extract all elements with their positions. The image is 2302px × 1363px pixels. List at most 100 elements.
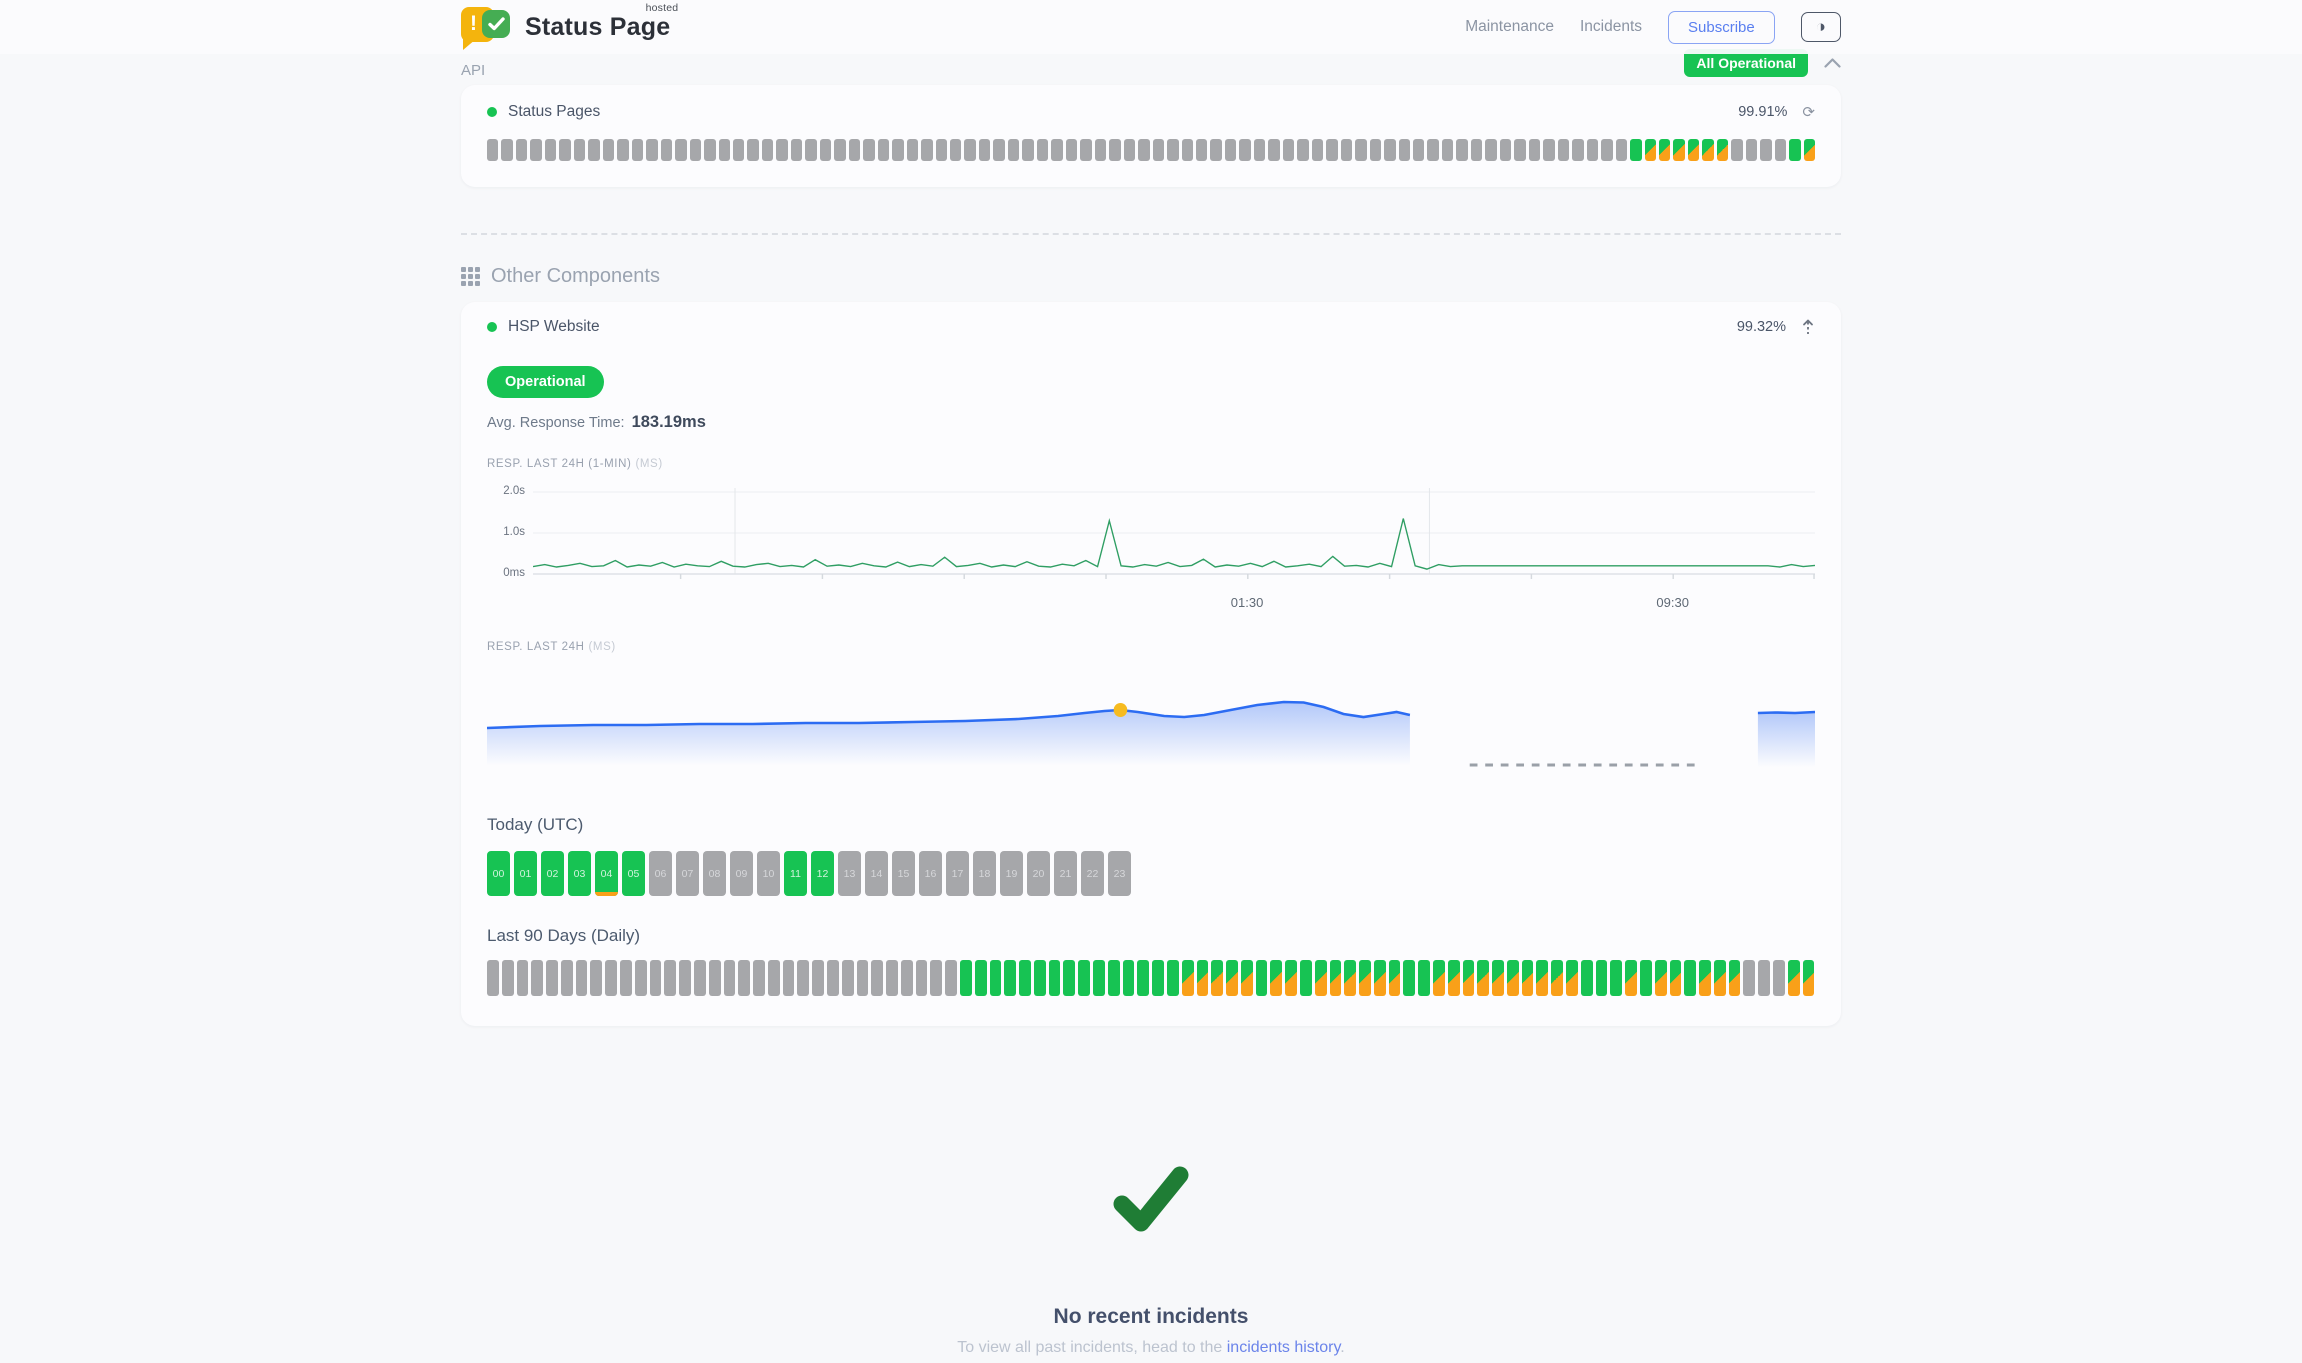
uptime-bar	[1528, 139, 1541, 161]
hour-cell-05: 05	[622, 851, 645, 896]
uptime-bar	[1702, 139, 1714, 161]
uptime-bar	[1344, 960, 1357, 996]
theme-toggle-button[interactable]: ◑	[1800, 11, 1841, 43]
other-components-title: Other Components	[491, 265, 660, 287]
uptime-bar	[1138, 139, 1150, 161]
uptime-bar	[1731, 139, 1743, 161]
hour-label: 11	[790, 867, 801, 880]
refresh-icon[interactable]: ⟳	[1802, 103, 1815, 121]
avg-response-label: Avg. Response Time:	[487, 415, 625, 431]
uptime-bar	[1196, 960, 1209, 996]
uptime-bar	[1093, 960, 1105, 996]
hour-cell-19: 19	[1000, 851, 1023, 896]
chart2-label: RESP. LAST 24H (MS)	[487, 641, 616, 653]
chart1-unit: (MS)	[635, 458, 663, 470]
hsp-website-card: HSP Website 99.32% Operational Avg. Resp…	[461, 302, 1841, 1026]
uptime-bar	[1521, 960, 1534, 996]
uptime-bar	[1048, 960, 1061, 996]
uptime-bar	[1658, 139, 1671, 161]
uptime-bar	[1433, 960, 1445, 996]
uptime-bar	[1166, 960, 1179, 996]
uptime-bar	[1253, 139, 1266, 161]
collapse-up-arrow-icon[interactable]	[1801, 318, 1815, 336]
uptime-bar	[1080, 139, 1092, 161]
uptime-bar	[1004, 960, 1017, 996]
uptime-bar	[805, 139, 817, 161]
hour-label: 21	[1059, 867, 1072, 880]
hour-label: 03	[573, 867, 586, 880]
uptime-bar	[1418, 960, 1430, 996]
y-tick-2s: 2.0s	[503, 485, 525, 497]
uptime-bar	[790, 139, 803, 161]
uptime-bar	[1123, 139, 1136, 161]
uptime-bar	[1403, 960, 1416, 996]
hour-cell-16: 16	[919, 851, 942, 896]
nav-maintenance[interactable]: Maintenance	[1465, 18, 1554, 35]
uptime-bar	[935, 139, 947, 161]
uptime-bar	[776, 139, 788, 161]
big-check-icon	[1113, 1166, 1189, 1232]
uptime-bar	[1311, 139, 1324, 161]
chart1-label: RESP. LAST 24H (1-MIN) (MS)	[487, 458, 663, 470]
uptime-bar	[1373, 960, 1386, 996]
chevron-up-icon[interactable]	[1824, 58, 1841, 68]
uptime-bar	[1470, 139, 1483, 161]
uptime-bar	[915, 960, 928, 996]
hour-cell-01: 01	[514, 851, 537, 896]
uptime-bar	[588, 139, 600, 161]
uptime-bar	[516, 960, 529, 996]
uptime-bar	[1211, 960, 1224, 996]
brand-hosted-sup: hosted	[645, 1, 679, 14]
uptime-bar	[631, 139, 644, 161]
uptime-bar	[1326, 139, 1338, 161]
dashed-separator	[461, 233, 1841, 235]
hour-cell-08: 08	[703, 851, 726, 896]
uptime-bar	[1282, 139, 1295, 161]
uptime-bar	[1728, 960, 1741, 996]
uptime-bar	[964, 139, 976, 161]
response-time-series	[532, 517, 1816, 570]
hour-label: 09	[735, 867, 748, 880]
chart1-x-axis: 01:30 09:30	[533, 591, 1815, 615]
hour-label: 01	[519, 867, 532, 880]
uptime-bar	[1107, 960, 1120, 996]
uptime-bar	[1572, 139, 1584, 161]
uptime-bar	[560, 960, 573, 996]
uptime-bar	[753, 960, 765, 996]
uptime-bar	[590, 960, 603, 996]
uptime-bar	[1543, 139, 1555, 161]
uptime-bar	[1036, 139, 1049, 161]
hour-cell-17: 17	[946, 851, 969, 896]
uptime-bar	[1051, 139, 1063, 161]
uptime-bar	[1586, 139, 1599, 161]
api-component-card: Status Pages 99.91% ⟳	[461, 85, 1841, 187]
uptime-bar	[1355, 139, 1367, 161]
uptime-bar	[1329, 960, 1342, 996]
hour-cell-04: 04	[595, 851, 618, 896]
uptime-bar	[1369, 139, 1382, 161]
hour-label: 16	[924, 867, 937, 880]
nav-incidents[interactable]: Incidents	[1579, 18, 1643, 35]
today-utc-title: Today (UTC)	[487, 815, 584, 834]
line-chart-canvas	[532, 488, 1816, 579]
uptime-bar	[501, 960, 514, 996]
uptime-bar	[1625, 960, 1637, 996]
hour-label: 19	[1005, 867, 1018, 880]
uptime-bar	[1745, 139, 1758, 161]
hour-label: 17	[951, 867, 964, 880]
hour-cell-18: 18	[973, 851, 996, 896]
incidents-history-link[interactable]: incidents history	[1226, 1339, 1341, 1356]
hour-cell-21: 21	[1054, 851, 1077, 896]
avg-response-value: 183.19ms	[631, 413, 706, 431]
uptime-bar	[1239, 139, 1251, 161]
uptime-bar	[1210, 139, 1222, 161]
response-time-area-chart	[486, 665, 1816, 785]
uptime-bar	[1299, 960, 1312, 996]
subscribe-button[interactable]: Subscribe	[1668, 10, 1775, 44]
uptime-bar	[1022, 139, 1034, 161]
uptime-bar	[1314, 960, 1327, 996]
brand-logo[interactable]: ! Status Page hosted	[461, 2, 678, 50]
area-fill	[487, 702, 1410, 777]
uptime-bar	[1684, 960, 1697, 996]
uptime-percentage: 99.91%	[1738, 104, 1788, 120]
